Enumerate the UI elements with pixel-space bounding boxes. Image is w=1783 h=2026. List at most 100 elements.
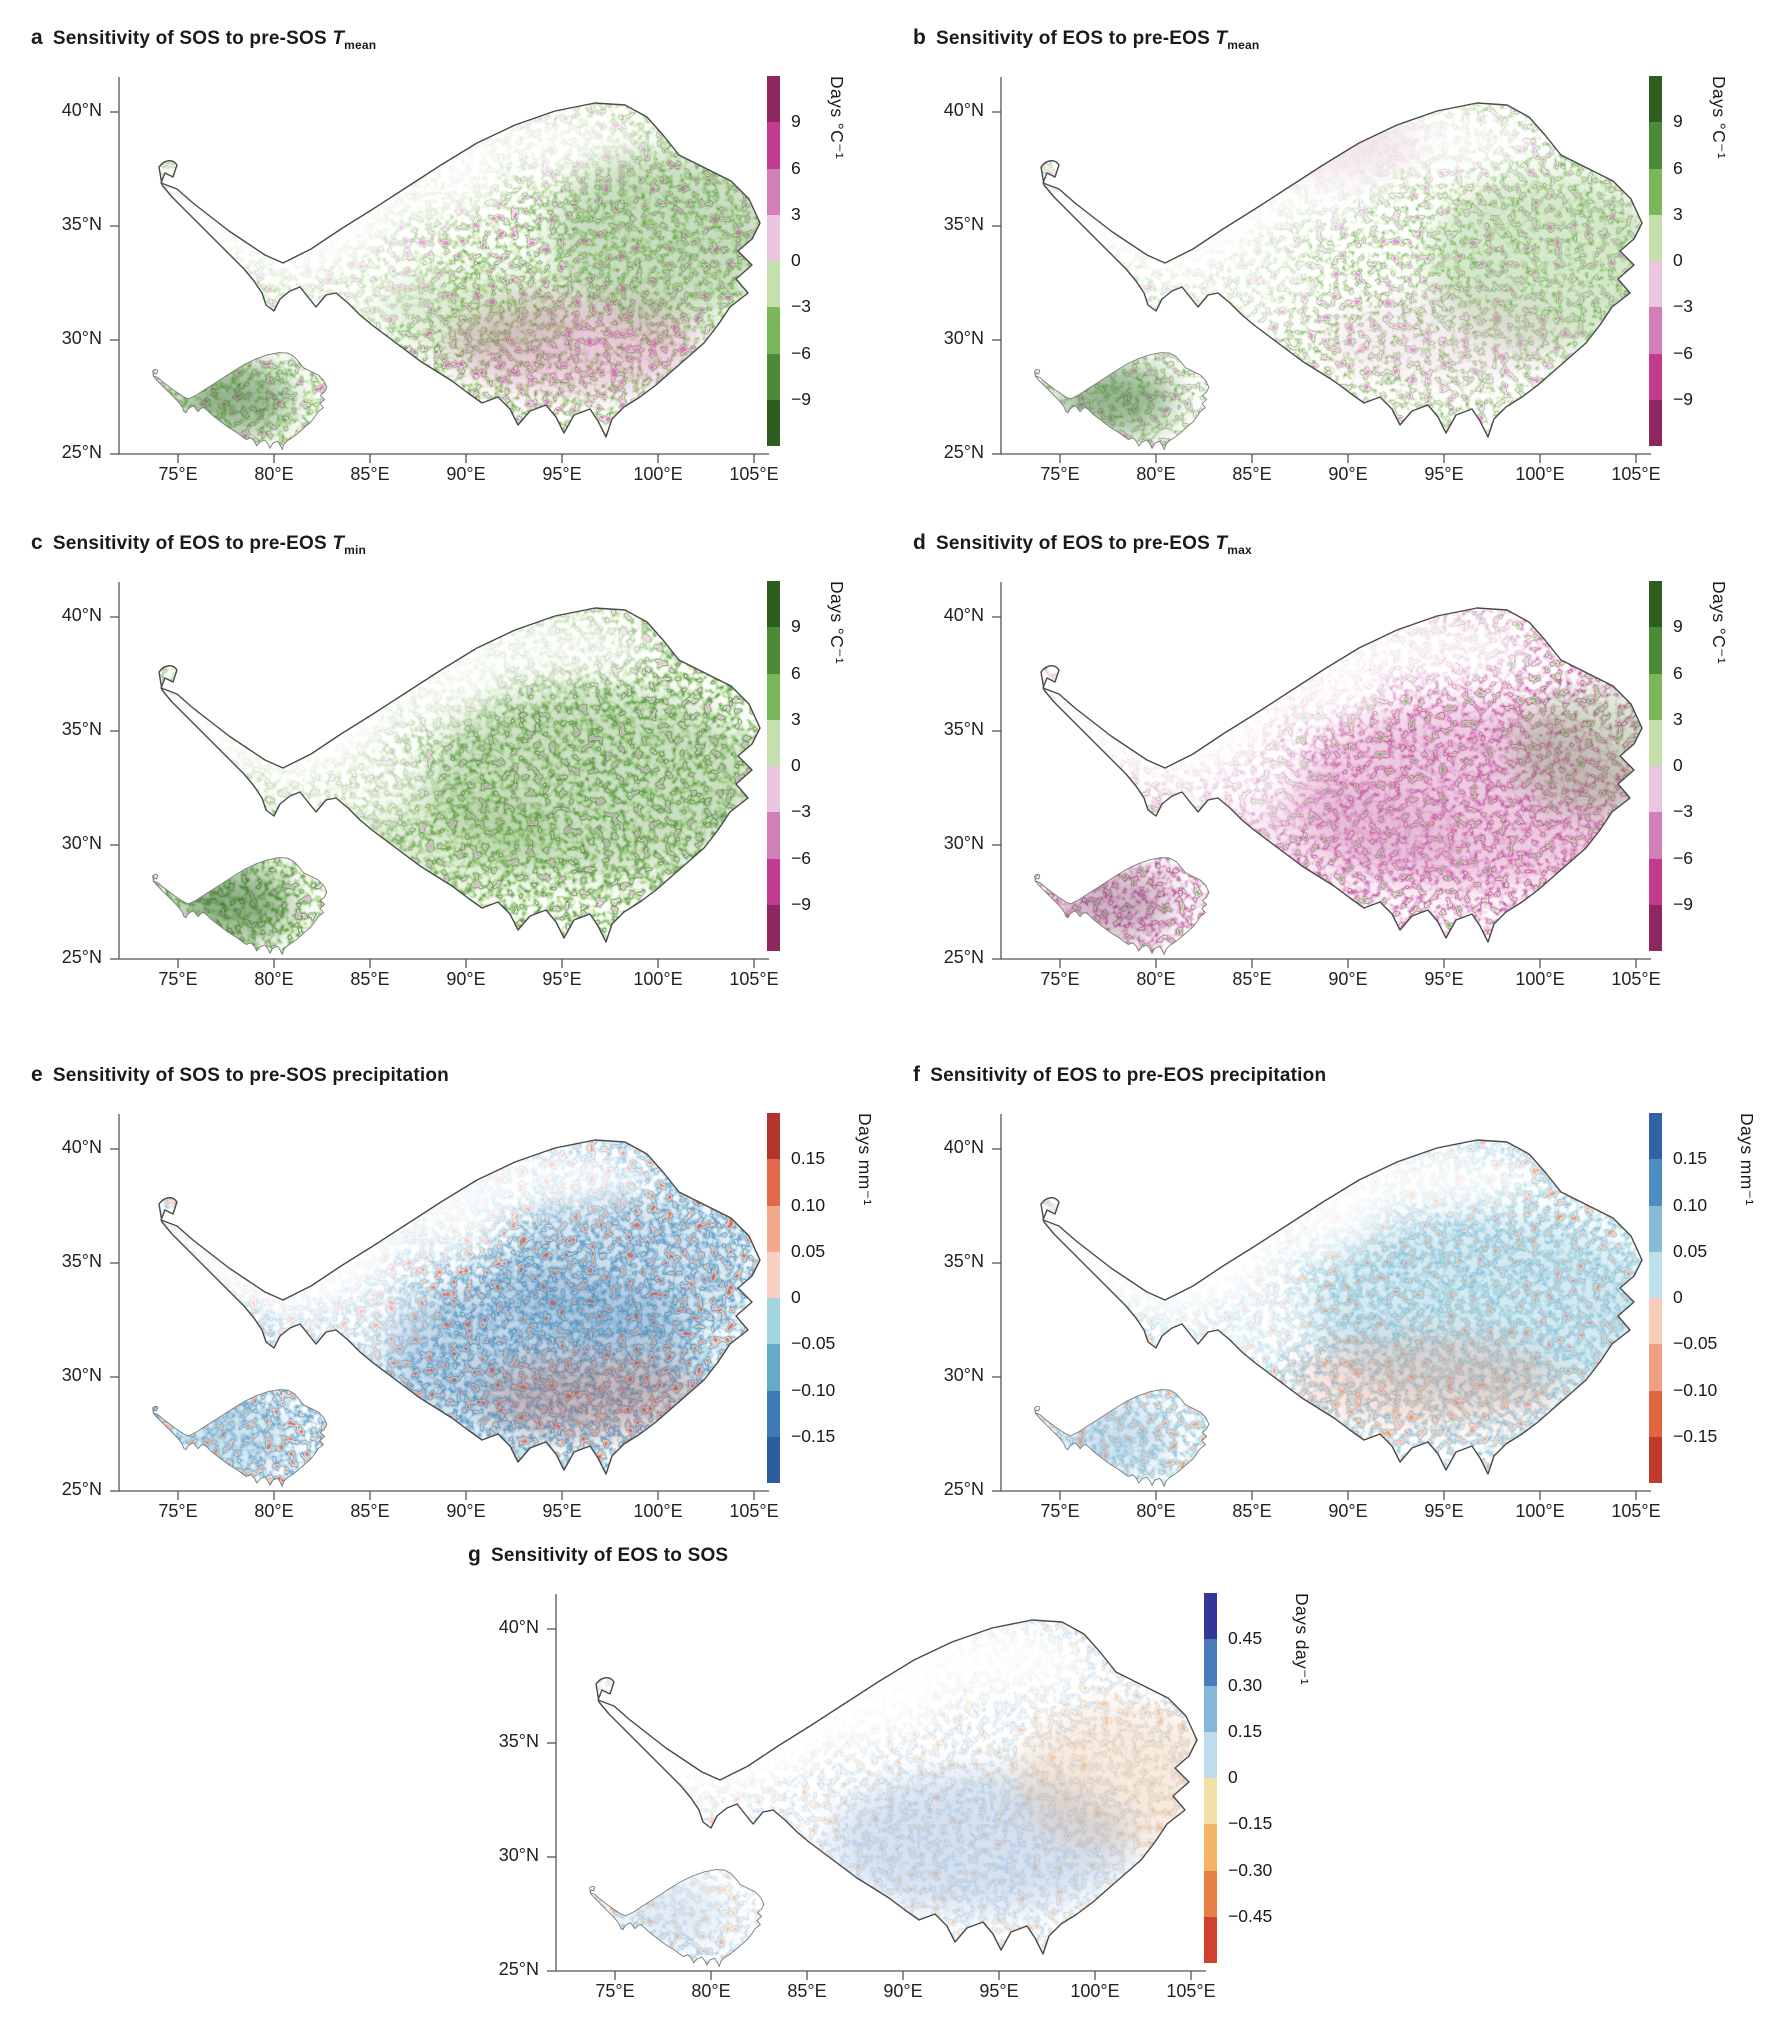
lat-tick-label: 25°N [61, 442, 102, 462]
colorbar-segment [1649, 261, 1662, 308]
panel-letter: b [913, 26, 927, 49]
panel-g: g Sensitivity of EOS to SOS [437, 1517, 1329, 2017]
colorbar-segment [767, 1390, 780, 1437]
lat-tick-label: 35°N [943, 1251, 984, 1271]
colorbar-tick-label: 0 [1673, 755, 1683, 775]
colorbar-tick-label: 3 [791, 708, 801, 729]
colorbar-tick-label: 6 [791, 157, 801, 178]
lon-tick-label: 100°E [1515, 1501, 1565, 1521]
lon-tick-label: 90°E [446, 1501, 486, 1521]
lat-tick-label: 35°N [943, 214, 984, 234]
colorbar-segment [1649, 1205, 1662, 1252]
map-canvas [110, 582, 769, 968]
colorbar-tick-label: −3 [791, 296, 811, 317]
lon-tick-label: 75°E [158, 1501, 198, 1521]
colorbar [1649, 581, 1662, 951]
colorbar-tick-label: 0 [791, 755, 801, 775]
panel-letter: a [31, 26, 43, 49]
panel-e: e Sensitivity of SOS to pre-SOS precipita… [0, 1037, 892, 1537]
colorbar-tick-label: 9 [1673, 111, 1683, 132]
colorbar-segment [1649, 581, 1662, 628]
colorbar-segment [767, 399, 780, 446]
colorbar-segment [1649, 307, 1662, 354]
lat-tick-label: 30°N [61, 833, 102, 853]
title-subscript: mean [344, 37, 377, 52]
lat-tick-label: 35°N [61, 719, 102, 739]
colorbar-segment [1649, 1251, 1662, 1298]
title-subscript: max [1227, 542, 1252, 557]
title-subscript: mean [1227, 37, 1260, 52]
colorbar-tick-label: 0.10 [1673, 1194, 1708, 1215]
colorbar-segment [767, 673, 780, 720]
panel-f: f Sensitivity of EOS to pre-EOS precipita… [882, 1037, 1774, 1537]
colorbar-segment [767, 261, 780, 308]
panel-letter: c [31, 531, 43, 554]
colorbar-segment [1649, 76, 1662, 123]
plateau-outline [595, 1619, 1198, 1955]
colorbar-segment [767, 353, 780, 400]
lon-tick-label: 95°E [542, 1501, 582, 1521]
colorbar-tick-label: −9 [791, 893, 811, 914]
colorbar-unit-label: Days °C⁻¹ [827, 76, 847, 160]
colorbar-tick-label: 0.10 [791, 1194, 826, 1215]
lat-tick-label: 25°N [943, 1479, 984, 1499]
plateau-outline [1040, 102, 1643, 438]
plateau-outline [1040, 607, 1643, 943]
lat-tick-label: 35°N [498, 1731, 539, 1751]
plateau-outline [1040, 1139, 1643, 1475]
lon-tick-label: 105°E [1611, 464, 1661, 484]
lon-tick-label: 80°E [1136, 1501, 1176, 1521]
lat-tick-label: 30°N [61, 328, 102, 348]
lon-tick-label: 80°E [254, 969, 294, 989]
colorbar-tick-label: −9 [791, 388, 811, 409]
colorbar-segment [767, 307, 780, 354]
colorbar-tick-label: −6 [1673, 342, 1693, 363]
colorbar-segment [1649, 1159, 1662, 1206]
colorbar-tick-label: 0 [1673, 1287, 1683, 1307]
lon-tick-label: 105°E [729, 464, 779, 484]
lat-tick-label: 35°N [61, 1251, 102, 1271]
lon-tick-label: 75°E [158, 969, 198, 989]
colorbar-tick-label: −0.30 [1228, 1859, 1273, 1880]
panel-title: d Sensitivity of EOS to pre-EOS Tmax [913, 531, 1252, 557]
colorbar-segment [1204, 1870, 1217, 1917]
colorbar-tick-label: 0.05 [791, 1240, 826, 1261]
colorbar-tick-label: −0.05 [791, 1333, 836, 1354]
colorbar-unit-label: Days mm⁻¹ [855, 1113, 875, 1206]
colorbar-segment [767, 627, 780, 674]
colorbar-tick-label: −0.45 [1228, 1905, 1273, 1926]
colorbar-tick-label: 3 [1673, 203, 1683, 224]
plateau-raster [1034, 1140, 1642, 1487]
lon-tick-label: 105°E [1611, 1501, 1661, 1521]
lon-tick-label: 75°E [158, 464, 198, 484]
panel-title-text: Sensitivity of EOS to SOS [491, 1545, 729, 1566]
lon-tick-label: 75°E [1040, 1501, 1080, 1521]
panel-title-text: Sensitivity of SOS to pre-SOS [52, 28, 333, 49]
panel-b: b Sensitivity of EOS to pre-EOS Tmean [882, 0, 1774, 500]
lon-tick-label: 90°E [1328, 969, 1368, 989]
colorbar-segment [1649, 904, 1662, 951]
lat-tick-label: 40°N [498, 1617, 539, 1637]
inset-outline [1035, 353, 1209, 450]
colorbar-segment [1649, 673, 1662, 720]
plateau-raster [1034, 608, 1642, 955]
colorbar-tick-label: 0.30 [1228, 1674, 1263, 1695]
colorbar-segment [1649, 122, 1662, 169]
map-canvas [992, 77, 1651, 463]
lon-tick-label: 90°E [446, 969, 486, 989]
colorbar-segment [1204, 1731, 1217, 1778]
panel-title-text: Sensitivity of EOS to pre-EOS precipitat… [930, 1065, 1327, 1086]
panel-title: a Sensitivity of SOS to pre-SOS Tmean [31, 26, 376, 52]
lon-tick-label: 100°E [1515, 464, 1565, 484]
lon-tick-label: 100°E [1515, 969, 1565, 989]
panel-title-text: Sensitivity of EOS to pre-EOS [52, 533, 333, 554]
colorbar-tick-label: 0 [1673, 250, 1683, 270]
colorbar-segment [1649, 766, 1662, 813]
colorbar-segment [1649, 168, 1662, 215]
colorbar-tick-label: −0.10 [791, 1379, 836, 1400]
lon-tick-label: 95°E [542, 969, 582, 989]
plateau-raster [152, 608, 760, 955]
inset-outline [1035, 858, 1209, 955]
colorbar-segment [767, 719, 780, 766]
colorbar-segment [767, 904, 780, 951]
